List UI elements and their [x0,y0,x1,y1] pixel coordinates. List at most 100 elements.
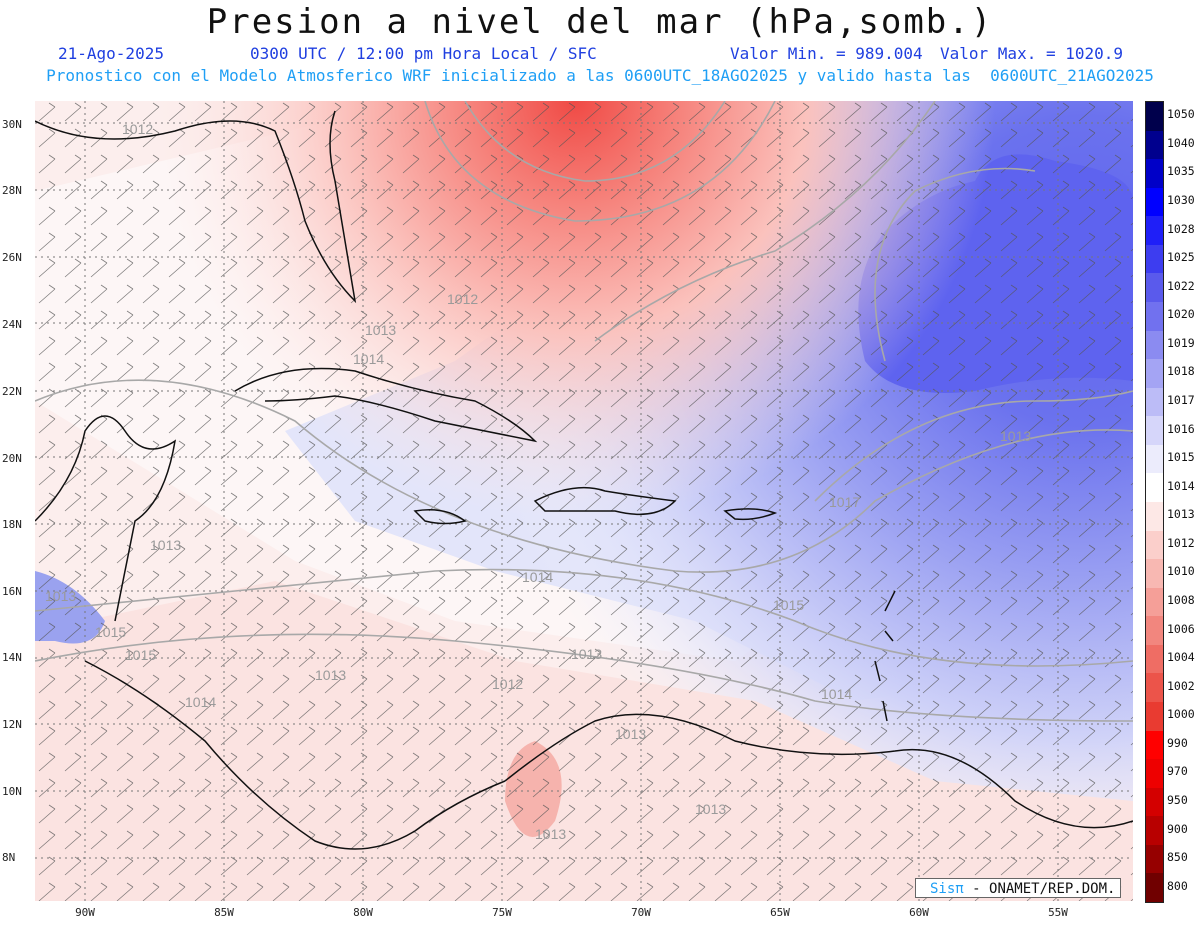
colorbar-segment [1146,530,1163,560]
lat-label: 10N [2,785,22,798]
colorbar-segment [1146,302,1163,331]
colorbar-segment [1146,330,1163,360]
colorbar-level-label: 1050 [1167,107,1195,122]
colorbar-level-label: 1040 [1167,135,1195,150]
colorbar-level-label: 1013 [1167,507,1195,522]
colorbar-segment [1146,702,1163,731]
colorbar-level-label: 950 [1167,793,1188,807]
isobars [35,101,1133,722]
contour-label: 1013 [150,537,181,553]
forecast-date: 21-Ago-2025 [58,44,164,63]
forecast-time: 0300 UTC / 12:00 pm Hora Local / SFC [250,44,597,63]
pressure-map: 1012 1012 1013 1014 1017 1013 1013 1015 … [35,101,1133,901]
contour-label: 1013 [571,646,602,662]
colorbar-segment [1146,559,1163,589]
colorbar-segment [1146,644,1163,674]
lat-label: 22N [2,385,22,398]
colorbar-level-label: 1012 [1167,535,1195,550]
colorbar-level-label: 1010 [1167,564,1195,579]
lon-label: 70W [631,906,651,919]
contour-label: 1013 [1000,428,1031,444]
contour-label: 1013 [615,726,646,742]
colorbar-segment [1146,102,1163,131]
colorbar-segment [1146,130,1163,160]
colorbar-level-label: 1006 [1167,621,1195,636]
contour-label: 1017 [829,494,860,510]
lon-label: 90W [75,906,95,919]
colorbar-segment [1146,816,1163,846]
lat-label: 28N [2,184,22,197]
colorbar-segment [1146,873,1163,903]
colorbar-level-label: 1022 [1167,278,1195,293]
colorbar-segment [1146,473,1163,503]
lat-label: 12N [2,718,22,731]
colorbar-level-label: 1028 [1167,221,1195,236]
colorbar-level-label: 800 [1167,878,1188,893]
lat-label: 8N [2,851,16,864]
contour-label: 1012 [492,676,523,692]
contour-label: 1013 [695,801,726,817]
colorbar-segment [1146,787,1163,817]
colorbar-segment [1146,759,1163,789]
lat-label: 16N [2,585,22,598]
contour-label: 1013 [535,826,566,842]
lon-label: 55W [1048,906,1068,919]
colorbar-segment [1146,502,1163,531]
contour-label: 1014 [185,694,216,710]
colorbar-segment [1146,844,1163,874]
colorbar-level-label: 1020 [1167,307,1195,322]
model-subtitle: Pronostico con el Modelo Atmosferico WRF… [46,66,1154,85]
coastlines [35,110,1133,850]
colorbar-segment [1146,444,1163,474]
contour-label: 1013 [315,667,346,683]
lat-label: 26N [2,251,22,264]
lon-label: 60W [909,906,929,919]
colorbar-segment [1146,273,1163,303]
colorbar-segment [1146,159,1163,189]
colorbar-level-label: 1030 [1167,193,1195,207]
colorbar-level-label: 1015 [1167,450,1195,465]
map-title: Presion a nivel del mar (hPa,somb.) [206,2,994,42]
colorbar-level-label: 1018 [1167,364,1195,379]
colorbar-level-label: 900 [1167,821,1188,836]
colorbar-segment [1146,416,1163,446]
max-value: Valor Max. = 1020.9 [940,44,1124,63]
lon-label: 80W [353,906,373,919]
lat-label: 14N [2,651,22,664]
contour-label: 1014 [522,569,553,585]
colorbar-level-label: 1019 [1167,335,1195,350]
credit-org: - ONAMET/REP.DOM. [972,881,1116,897]
colorbar-segment [1146,673,1163,703]
colorbar-segment [1146,187,1163,217]
colorbar-segment [1146,616,1163,646]
colorbar-level-label: 970 [1167,764,1188,779]
colorbar-level-label: 1016 [1167,421,1195,436]
lon-label: 65W [770,906,790,919]
colorbar-level-label: 850 [1167,850,1188,865]
contour-label: 1013 [365,322,396,338]
lat-label: 24N [2,318,22,331]
lat-lon-grid [35,101,1133,901]
min-value: Valor Min. = 989.004 [730,44,923,63]
colorbar-segment [1146,244,1163,274]
colorbar-level-label: 1035 [1167,164,1195,179]
colorbar-level-label: 1000 [1167,707,1195,722]
lon-label: 75W [492,906,512,919]
colorbar-level-label: 1004 [1167,650,1195,665]
wind-barbs [35,101,1133,901]
contour-labels: 1012 1012 1013 1014 1017 1013 1013 1015 … [45,121,1031,842]
credit-box: Sisπ - ONAMET/REP.DOM. [915,878,1121,898]
lat-label: 30N [2,118,22,131]
colorbar-segment [1146,359,1163,389]
lat-label: 18N [2,518,22,531]
contour-label: 1015 [125,647,156,663]
lon-label: 85W [214,906,234,919]
lat-label: 20N [2,452,22,465]
colorbar-level-label: 1008 [1167,593,1195,607]
colorbar-segment [1146,387,1163,417]
contour-label: 1013 [45,588,76,604]
sispi-logo: Sisπ [930,881,964,897]
colorbar-level-label: 1014 [1167,478,1195,493]
contour-label: 1015 [95,624,126,640]
colorbar-segment [1146,216,1163,246]
